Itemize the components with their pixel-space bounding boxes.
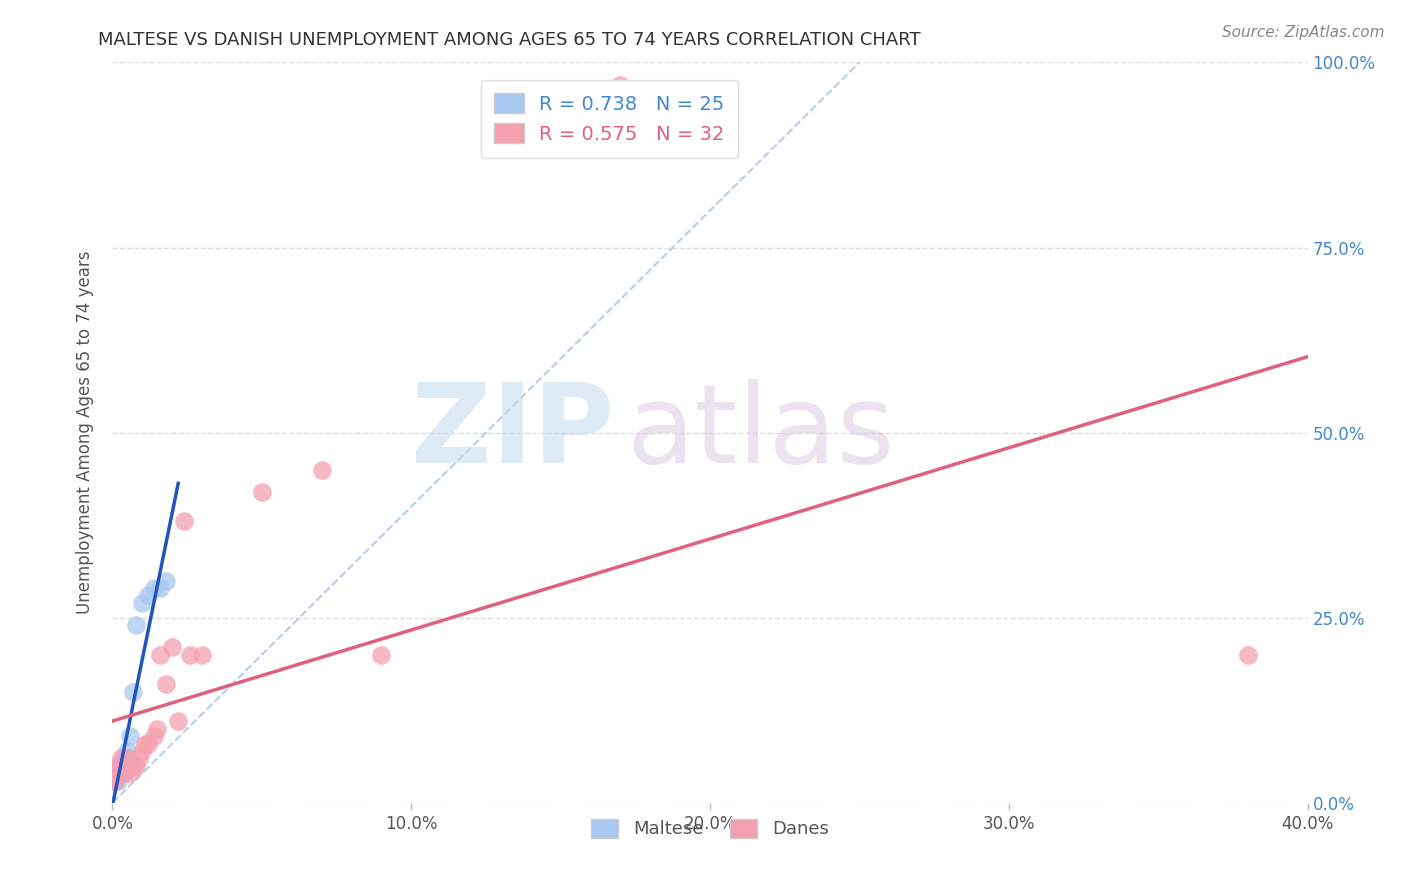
Point — [143, 729, 166, 743]
Text: MALTESE VS DANISH UNEMPLOYMENT AMONG AGES 65 TO 74 YEARS CORRELATION CHART: MALTESE VS DANISH UNEMPLOYMENT AMONG AGE… — [98, 31, 921, 49]
Point — [107, 766, 129, 780]
Text: atlas: atlas — [627, 379, 894, 486]
Point — [138, 737, 160, 751]
Point — [107, 758, 129, 772]
Point — [134, 737, 156, 751]
Point — [191, 648, 214, 662]
Point — [117, 744, 139, 758]
Point — [143, 581, 166, 595]
Point — [104, 766, 127, 780]
Point — [250, 484, 273, 499]
Point — [311, 462, 333, 476]
Point — [117, 751, 139, 765]
Point — [104, 773, 127, 788]
Point — [120, 766, 142, 780]
Point — [110, 751, 132, 765]
Point — [110, 758, 132, 772]
Point — [370, 648, 392, 662]
Point — [107, 766, 129, 780]
Legend: Maltese, Danes: Maltese, Danes — [583, 812, 837, 846]
Point — [131, 744, 153, 758]
Point — [131, 596, 153, 610]
Point — [110, 766, 132, 780]
Point — [120, 729, 142, 743]
Point — [110, 766, 132, 780]
Point — [155, 677, 177, 691]
Text: ZIP: ZIP — [411, 379, 614, 486]
Point — [117, 758, 139, 772]
Point — [122, 685, 145, 699]
Point — [101, 773, 124, 788]
Point — [110, 758, 132, 772]
Point — [173, 515, 195, 529]
Point — [114, 766, 135, 780]
Point — [114, 758, 135, 772]
Point — [146, 722, 169, 736]
Point — [128, 751, 150, 765]
Point — [107, 773, 129, 788]
Point — [122, 758, 145, 772]
Point — [117, 751, 139, 765]
Point — [104, 773, 127, 788]
Point — [125, 618, 148, 632]
Point — [167, 714, 190, 729]
Point — [162, 640, 183, 655]
Point — [149, 648, 172, 662]
Point — [125, 758, 148, 772]
Point — [107, 758, 129, 772]
Point — [114, 755, 135, 769]
Point — [104, 766, 127, 780]
Point — [149, 581, 172, 595]
Point — [609, 78, 631, 92]
Point — [101, 773, 124, 788]
Point — [114, 751, 135, 765]
Text: Source: ZipAtlas.com: Source: ZipAtlas.com — [1222, 25, 1385, 40]
Point — [1237, 648, 1260, 662]
Point — [114, 758, 135, 772]
Point — [110, 766, 132, 780]
Point — [117, 751, 139, 765]
Point — [179, 648, 201, 662]
Point — [155, 574, 177, 588]
Point — [138, 589, 160, 603]
Point — [114, 755, 135, 769]
Y-axis label: Unemployment Among Ages 65 to 74 years: Unemployment Among Ages 65 to 74 years — [76, 251, 94, 615]
